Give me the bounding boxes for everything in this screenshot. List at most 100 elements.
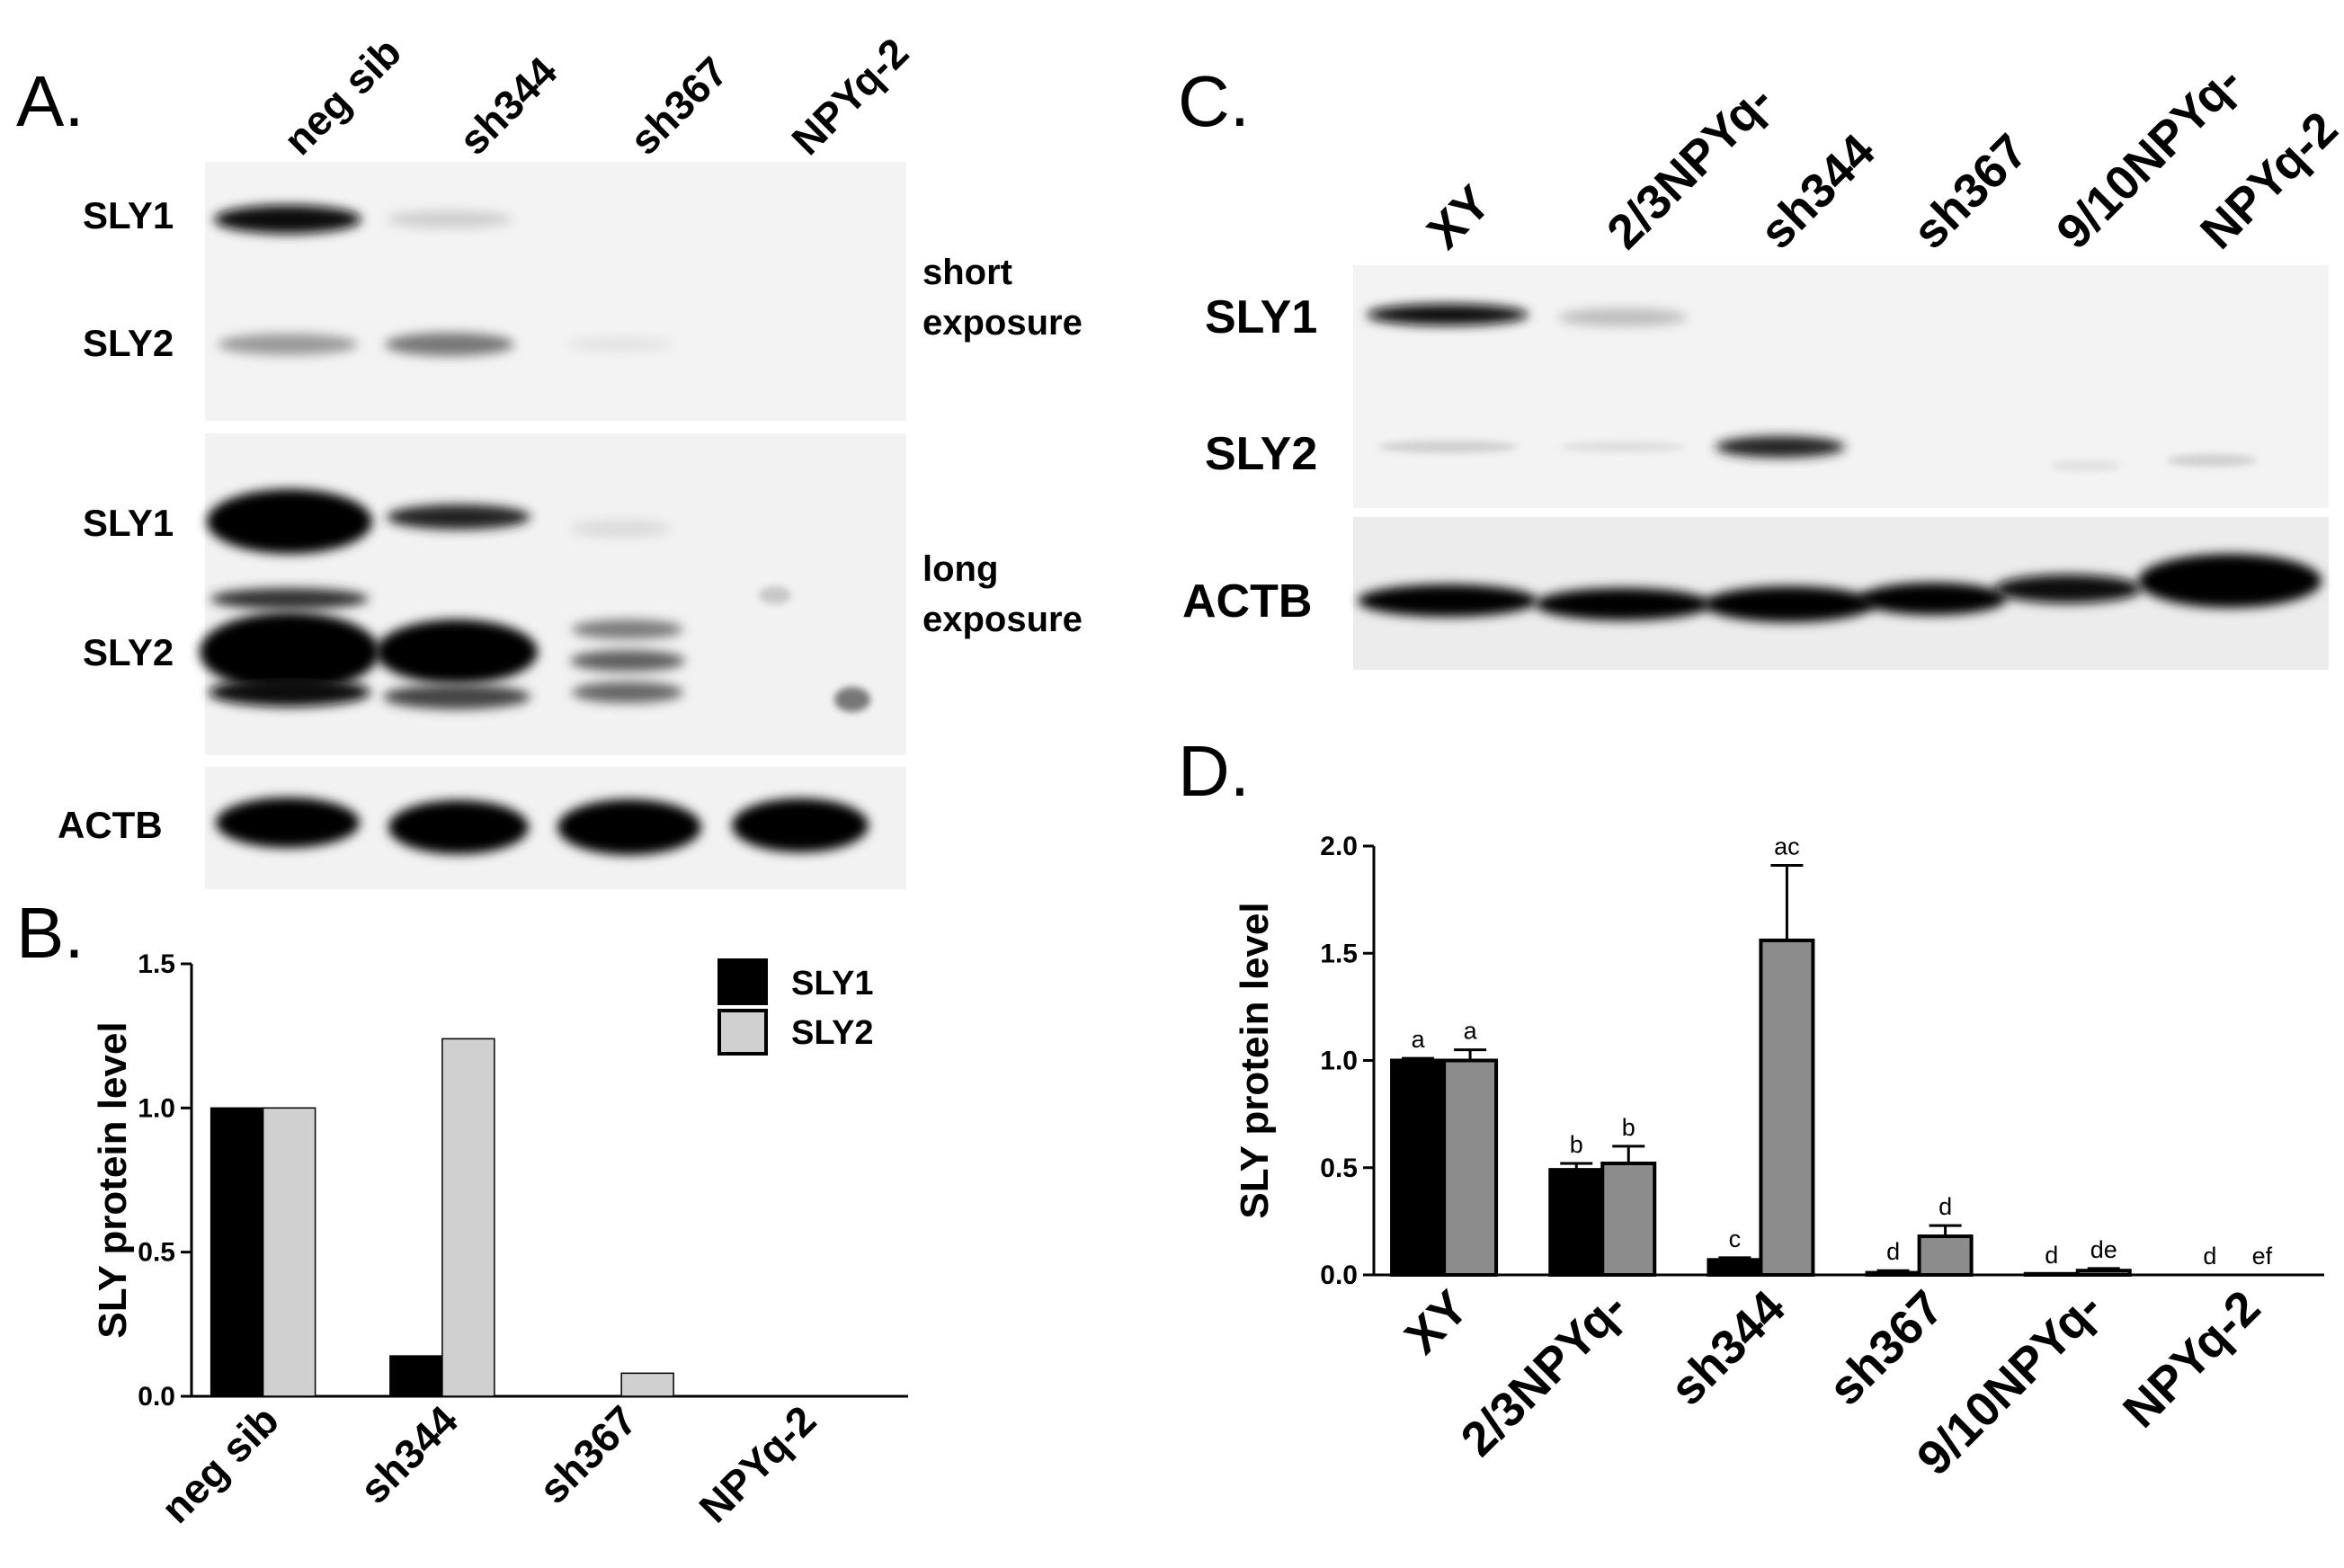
x-category-label: neg sib: [152, 1396, 288, 1532]
bar-sly2: [262, 1107, 316, 1397]
band-sly1: [207, 489, 372, 554]
band-actb: [1535, 588, 1711, 620]
bar-sly2: [1759, 938, 1815, 1277]
band-sly2: [2167, 454, 2257, 467]
panel-c-lane-label: sh367: [1903, 124, 2038, 260]
x-category-label: 2/3NPYq-: [1451, 1280, 1637, 1466]
panel-a-long-sly2-label: SLY2: [83, 631, 174, 673]
significance-label: a: [1412, 1026, 1426, 1053]
panel-a-lane-labels: neg sib sh344 sh367 NPYq-2: [274, 28, 917, 164]
band-lower: [572, 682, 683, 703]
band-sly2: [570, 650, 685, 672]
bar-sly2: [441, 1038, 495, 1397]
bar-sly1: [1390, 1058, 1447, 1277]
band-sly1: [387, 504, 530, 530]
panel-b-letter: B.: [16, 893, 85, 973]
y-tick-label: 1.0: [1320, 1047, 1358, 1076]
panel-a-letter: A.: [16, 61, 85, 141]
legend: SLY1 SLY2: [717, 958, 874, 1056]
panel-a-long-sly1-label: SLY1: [83, 502, 174, 544]
band-actb: [1859, 583, 2007, 615]
band-actb: [1704, 586, 1875, 622]
significance-label: b: [1622, 1114, 1635, 1141]
y-tick-label: 0.0: [138, 1382, 175, 1412]
significance-label: d: [2203, 1243, 2216, 1270]
band-lower: [383, 684, 530, 709]
panel-c-sly-blot: [1353, 265, 2329, 508]
bar-sly2: [1442, 1058, 1499, 1277]
x-category-label: NPYq-2: [690, 1396, 824, 1531]
y-tick-label: 1.5: [1320, 939, 1358, 968]
bar-sly1: [1865, 1270, 1921, 1277]
significance-label: a: [1464, 1018, 1478, 1045]
band-actb: [2138, 554, 2322, 608]
bar-sly2: [2075, 1269, 2132, 1277]
panel-c-sly2-label: SLY2: [1205, 428, 1317, 480]
bar-sly1: [389, 1355, 443, 1397]
band-sly2: [200, 612, 379, 691]
band-sly2: [1560, 441, 1686, 452]
long-exposure-label: long: [922, 549, 998, 589]
significance-label: d: [2045, 1242, 2058, 1269]
bar-sly2: [1917, 1234, 1974, 1277]
y-tick-label: 2.0: [1320, 832, 1358, 861]
bar-sly1: [1548, 1168, 1605, 1278]
x-category-label: sh344: [1660, 1280, 1796, 1416]
short-exposure-label: short: [922, 253, 1012, 292]
blot-spot: [759, 586, 791, 604]
panel-a-lane-label: sh367: [620, 48, 736, 164]
panel-c-actb-blot: [1353, 517, 2329, 670]
band-sly2: [566, 337, 674, 352]
y-tick-label: 0.5: [138, 1238, 175, 1268]
band-actb: [557, 799, 701, 855]
panel-a-short-exposure-blot: [205, 162, 906, 421]
blot-membrane: [1353, 265, 2329, 508]
legend-label: SLY2: [791, 1014, 874, 1052]
x-category-label: NPYq-2: [2113, 1280, 2270, 1438]
band-sly1: [1558, 308, 1688, 326]
bar-sly1: [1707, 1258, 1763, 1278]
panel-a-lane-label: NPYq-2: [782, 29, 917, 164]
significance-label: ef: [2252, 1243, 2273, 1270]
blot-spot: [834, 687, 870, 712]
panel-c-lane-label: XY: [1417, 175, 1501, 259]
y-axis-title: SLY protein level: [1233, 902, 1277, 1218]
panel-c-lane-label: 2/3NPYq-: [1597, 73, 1783, 259]
chart-d: SLY protein level 0.0 0.5 1.0 1.5 2.0 a a b b c a…: [1233, 832, 2324, 1486]
panel-c-sly1-label: SLY1: [1205, 291, 1317, 343]
legend-swatch-sly2: [717, 1009, 768, 1056]
band-sly2: [1377, 441, 1518, 453]
panel-d-letter: D.: [1178, 731, 1250, 811]
panel-a-actb-label: ACTB: [58, 804, 163, 846]
band-actb: [732, 798, 869, 852]
band-lower: [209, 678, 370, 707]
y-tick-label: 1.0: [138, 1093, 175, 1123]
band-sly2: [1716, 436, 1845, 458]
bar-sly2: [620, 1372, 674, 1397]
panel-c-lane-label: sh344: [1750, 124, 1885, 260]
panel-c-lane-labels: XY 2/3NPYq- sh344 sh367 9/10NPYq- NPYq-2: [1417, 54, 2344, 259]
band-actb: [1358, 584, 1537, 617]
band-actb: [388, 800, 529, 854]
long-exposure-label: exposure: [922, 600, 1083, 639]
short-exposure-label: exposure: [922, 303, 1083, 343]
significance-label: de: [2090, 1236, 2117, 1263]
legend-swatch-sly1: [717, 958, 768, 1005]
band-sly1: [387, 210, 512, 228]
band-sly2: [572, 619, 683, 639]
band-sly2: [385, 333, 514, 356]
band-doublet: [210, 588, 369, 610]
panel-a-lane-label: sh344: [450, 48, 566, 164]
y-tick-label: 0.5: [1320, 1154, 1358, 1183]
bar-sly2: [1600, 1161, 1657, 1277]
significance-label: ac: [1774, 833, 1800, 860]
y-tick-label: 1.5: [138, 949, 175, 979]
panel-a-lane-label: neg sib: [274, 28, 410, 164]
band-actb: [216, 797, 360, 848]
bar-sly1: [209, 1107, 264, 1397]
band-sly1: [570, 520, 671, 538]
x-category-label: sh344: [351, 1396, 467, 1512]
significance-label: d: [1938, 1193, 1952, 1220]
blot-membrane: [205, 162, 906, 421]
